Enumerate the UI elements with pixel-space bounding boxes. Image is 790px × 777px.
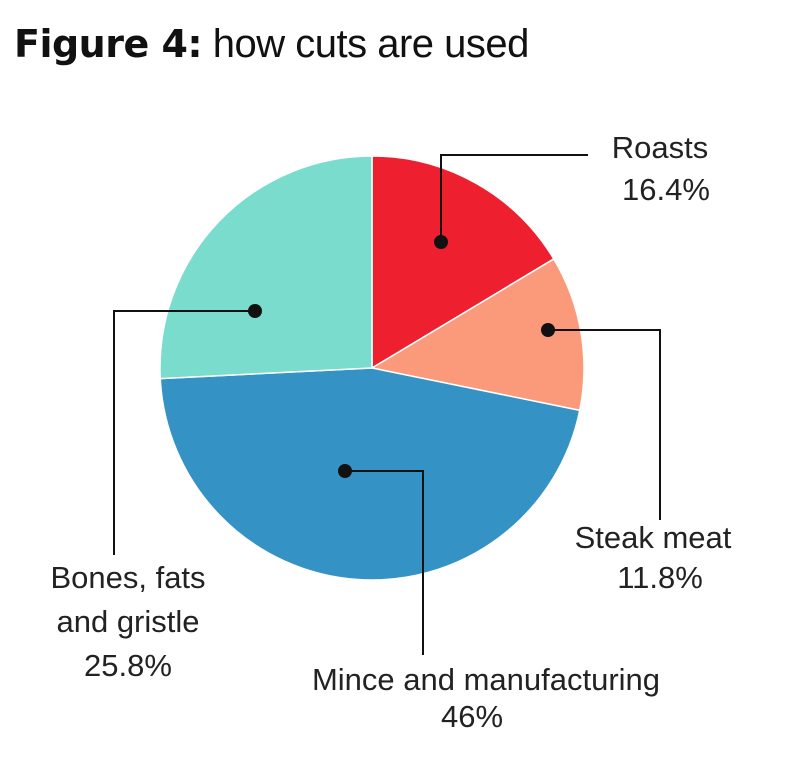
slice-value-mince-and-manufacturing: 46% <box>441 699 503 734</box>
pie-slice-mince-and-manufacturing <box>159 367 581 581</box>
slice-labels: Roasts 16.4% Steak meat 11.8% Mince and manu… <box>50 130 731 734</box>
pie-slices <box>159 155 585 581</box>
leader-line-bones-fats-and-gristle <box>113 310 255 555</box>
chart-title-text: how cuts are used <box>212 22 530 66</box>
slice-value-bones-fats-and-gristle: 25.8% <box>84 648 172 683</box>
leader-dot-steak-meat <box>541 323 555 337</box>
slice-label-mince-and-manufacturing: Mince and manufacturing <box>312 662 660 697</box>
leader-line-mince-and-manufacturing <box>345 470 424 655</box>
pie-slice-roasts <box>371 155 555 370</box>
leader-line-roasts <box>440 154 588 242</box>
slice-label-steak-meat: Steak meat <box>575 520 732 555</box>
pie-slice-steak-meat <box>369 257 585 412</box>
slice-value-steak-meat: 11.8% <box>617 560 703 595</box>
leader-dot-roasts <box>434 235 448 249</box>
slice-value-roasts: 16.4% <box>622 172 710 207</box>
pie-slice-bones-fats-and-gristle <box>159 155 373 380</box>
slice-label-bones-fats-and-gristle-line2: and gristle <box>56 604 199 639</box>
chart-title-prefix: Figure 4: <box>14 22 203 66</box>
slice-label-roasts: Roasts <box>612 130 708 165</box>
leader-lines <box>113 154 661 655</box>
leader-dot-bones-fats-and-gristle <box>248 304 262 318</box>
leader-line-steak-meat <box>548 329 661 520</box>
leader-dot-mince-and-manufacturing <box>338 464 352 478</box>
slice-label-bones-fats-and-gristle-line1: Bones, fats <box>50 560 205 595</box>
chart-title: Figure 4: how cuts are used <box>14 22 529 67</box>
